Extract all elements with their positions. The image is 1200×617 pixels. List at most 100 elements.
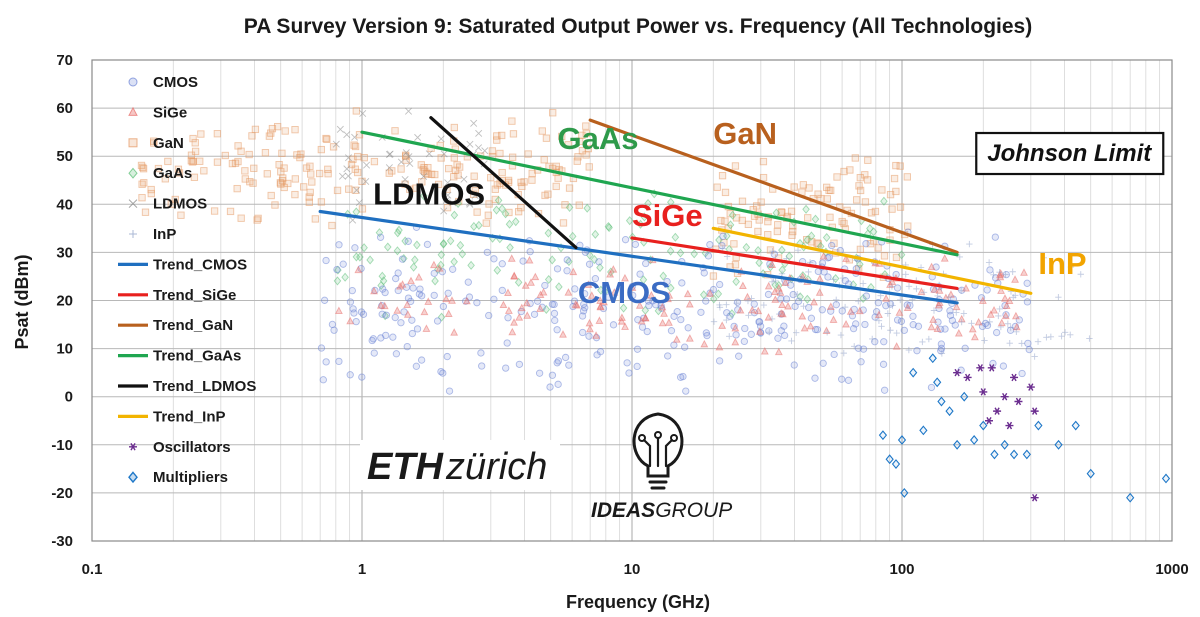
x-axis-label: Frequency (GHz) (566, 592, 710, 612)
x-tick-label: 10 (624, 561, 641, 578)
sige-point (527, 278, 535, 286)
cmos-point (824, 273, 832, 281)
ldmos-point (351, 133, 359, 141)
cmos-point (392, 350, 401, 358)
gan-point (291, 175, 299, 183)
gan-point (277, 168, 285, 176)
cmos-point (937, 347, 945, 355)
inp-point (925, 335, 933, 343)
gaas-point (494, 195, 503, 205)
legend-item-cmos: CMOS (128, 74, 198, 91)
sige-point (621, 273, 629, 282)
gan-point (717, 216, 725, 225)
gan-point (773, 227, 782, 236)
inp-point (840, 349, 847, 357)
gan-point (138, 180, 146, 188)
cmos-point (697, 308, 705, 316)
sige-point (587, 291, 596, 299)
multiplier-point (1086, 468, 1095, 479)
gan-point (485, 200, 493, 208)
cmos-point (718, 241, 726, 250)
sige-point (829, 315, 838, 323)
inp-point (710, 318, 718, 325)
cmos-point (638, 323, 647, 331)
ldmos-point (359, 109, 367, 118)
y-axis-label: Psat (dBm) (12, 254, 32, 349)
gan-point (470, 172, 478, 180)
sige-point (731, 323, 740, 332)
cmos-point (629, 291, 637, 300)
gan-point (517, 203, 525, 212)
gan-point (221, 151, 229, 160)
cmos-point (986, 266, 994, 274)
gan-point (491, 185, 499, 193)
inp-point (934, 292, 941, 300)
multiplier-point (897, 435, 907, 445)
cmos-point (408, 316, 416, 324)
sige-point (424, 297, 433, 305)
ideas-group-logo: IDEASGROUP (591, 499, 732, 522)
cmos-point (377, 334, 385, 342)
legend-label: GaAs (153, 165, 192, 182)
cmos-point (348, 286, 356, 295)
gan-point (540, 156, 548, 164)
cmos-point (433, 317, 442, 325)
bulb-node (638, 434, 646, 442)
cmos-point (403, 342, 411, 351)
ldmos-point (405, 153, 413, 161)
gaas-point (728, 210, 737, 220)
cmos-point (404, 237, 412, 245)
chart-title: PA Survey Version 9: Saturated Output Po… (244, 15, 1032, 38)
sige-point (665, 291, 674, 299)
sige-point (930, 285, 939, 293)
gan-point (351, 186, 360, 194)
legend-swatch (128, 106, 138, 116)
sige-point (664, 318, 673, 326)
gan-point (855, 182, 863, 190)
gan-point (764, 217, 772, 226)
legend-label: InP (153, 226, 176, 243)
sige-point (903, 303, 912, 312)
multiplier-point (1071, 420, 1080, 431)
y-tick-label: 40 (56, 196, 73, 213)
gan-point (197, 130, 205, 138)
ldmos-point (401, 176, 409, 184)
inp-point (805, 268, 812, 276)
inp-point (893, 329, 900, 337)
cmos-point (663, 277, 671, 286)
cmos-point (642, 259, 650, 268)
sige-point (760, 346, 769, 355)
cmos-point (625, 369, 633, 377)
cmos-point (561, 353, 570, 362)
cmos-point (951, 321, 959, 329)
gaas-point (544, 228, 553, 238)
trend-inp-line (711, 226, 1033, 295)
gan-point (278, 149, 286, 157)
sige-point (935, 298, 944, 306)
inp-point (958, 318, 965, 326)
cmos-point (682, 387, 690, 395)
cmos-point (526, 248, 534, 256)
gaas-point (395, 225, 403, 235)
inp-point (723, 253, 731, 260)
sige-point (531, 272, 540, 281)
cmos-point (774, 334, 782, 342)
cmos-point (351, 244, 359, 252)
multiplier-point (937, 396, 946, 407)
bulb-base (648, 480, 668, 490)
gan-point (154, 164, 163, 173)
ldmos-point (363, 161, 371, 169)
legend: CMOS SiGe GaN GaAs LDMOS InP Trend_CMOS Trend_S… (118, 74, 256, 486)
sige-point (403, 300, 412, 308)
cmos-point (526, 299, 534, 308)
cmos-point (585, 260, 594, 268)
oscillator-point (987, 364, 996, 372)
cmos-point (715, 357, 724, 365)
inp-point (855, 297, 862, 305)
inp-point (996, 305, 1003, 313)
gaas-point (413, 240, 421, 250)
gan-point (237, 214, 245, 222)
sige-point (815, 288, 824, 296)
cmos-point (913, 347, 921, 355)
gan-point (293, 151, 301, 159)
